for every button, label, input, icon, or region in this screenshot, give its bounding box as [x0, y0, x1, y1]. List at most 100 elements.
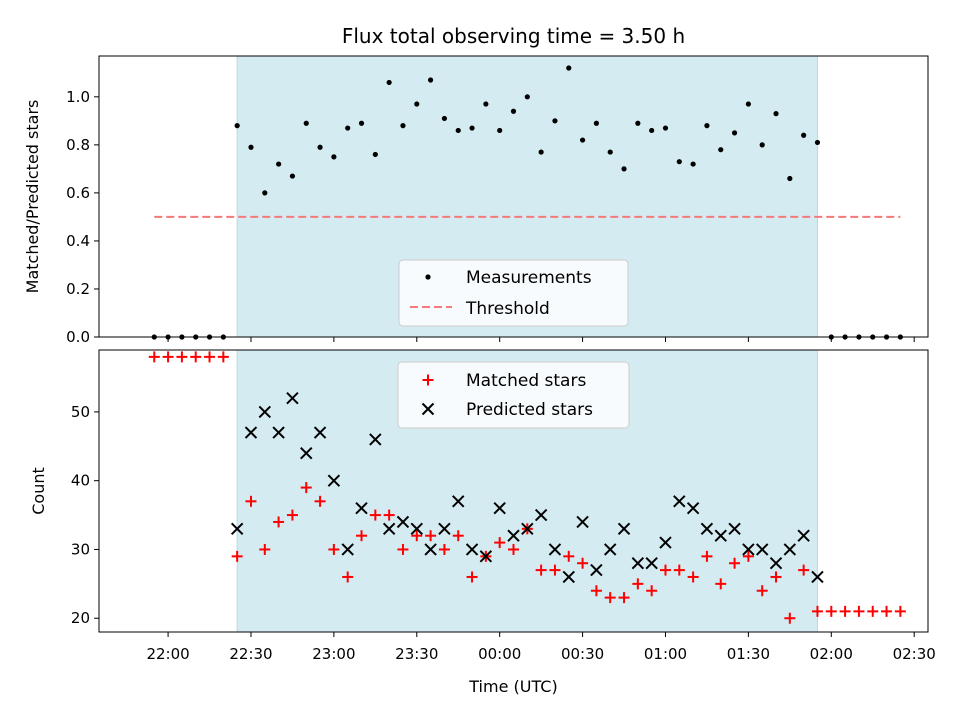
- count-panel: 20 30 40 50 22:00 22:30 23:00 23:30 00:00 00:30 0…: [29, 349, 936, 696]
- matched-star-point: [259, 543, 271, 555]
- measurement-point: [455, 127, 461, 134]
- predicted-star-point: [576, 515, 589, 529]
- time-x-tick-label: 02:00: [810, 645, 853, 663]
- predicted-star-point: [369, 433, 382, 446]
- predicted-star-point: [783, 543, 797, 556]
- matched-star-point: [825, 605, 837, 617]
- matched-star-point: [604, 592, 616, 604]
- measurement-point: [317, 144, 323, 150]
- predicted-star-point: [811, 570, 824, 584]
- count-y-tick-label: 30: [71, 540, 90, 558]
- count-y-axis-label: Count: [29, 467, 48, 515]
- count-y-tick-label: 50: [71, 403, 90, 421]
- predicted-star-point: [341, 543, 354, 556]
- measurement-point: [690, 161, 696, 167]
- predicted-star-point: [286, 391, 299, 405]
- measurement-point: [787, 175, 793, 182]
- ratio-y-tick-label: 1.0: [66, 88, 90, 106]
- matched-star-point: [756, 585, 768, 597]
- ratio-panel: 0.0 0.2 0.4 0.6 0.8 1.0 Flux total observing …: [23, 24, 929, 346]
- ratio-panel-frame: [98, 55, 929, 338]
- predicted-star-point: [562, 570, 575, 584]
- time-x-tick-label: 01:00: [644, 645, 687, 663]
- matched-star-point: [494, 537, 506, 549]
- matched-star-point: [853, 605, 865, 617]
- matched-star-point: [701, 550, 713, 562]
- matched-star-point: [659, 564, 671, 576]
- matched-star-point: [742, 550, 754, 562]
- predicted-star-point: [424, 543, 437, 556]
- legend-frame: [398, 259, 629, 327]
- ratio-y-ticks: 0.0 0.2 0.4 0.6 0.8 1.0: [66, 88, 99, 346]
- measurement-point: [234, 123, 240, 129]
- predicted-star-point: [382, 522, 396, 536]
- measurement-point: [400, 123, 406, 129]
- predicted-star-point: [728, 522, 741, 536]
- ratio-y-tick-label: 0.6: [66, 184, 90, 202]
- matched-star-point: [770, 571, 782, 583]
- ratio-legend: Measurements Threshold: [398, 259, 629, 327]
- measurement-point: [303, 120, 309, 126]
- matched-star-point: [618, 592, 630, 604]
- measurement-point: [345, 125, 351, 131]
- measurement-point: [773, 111, 779, 117]
- matched-star-point: [811, 605, 823, 617]
- predicted-star-point: [479, 550, 493, 563]
- time-x-tick-label: 00:00: [478, 645, 521, 663]
- predicted-star-point: [396, 515, 410, 529]
- predicted-star-point: [742, 543, 755, 556]
- ratio-y-axis-label: Matched/Predicted stars: [23, 100, 42, 294]
- measurement-point: [276, 161, 282, 167]
- matched-star-point: [342, 571, 354, 583]
- matched-star-point: [273, 516, 285, 528]
- matched-star-point: [217, 351, 229, 363]
- measurement-point: [801, 132, 807, 138]
- predicted-star-point: [355, 501, 368, 515]
- matched-star-point: [204, 351, 216, 363]
- legend-measurement-marker: [425, 274, 431, 280]
- measurement-point: [289, 173, 296, 179]
- matched-star-point: [148, 351, 160, 363]
- predicted-star-point: [438, 522, 451, 536]
- predicted-star-point: [244, 426, 258, 439]
- matched-star-point: [328, 543, 340, 555]
- measurement-point: [731, 130, 738, 136]
- matched-star-point: [646, 585, 658, 597]
- matched-star-point: [632, 578, 644, 590]
- predicted-star-point: [797, 529, 810, 542]
- ratio-y-tick-label: 0.4: [66, 232, 90, 250]
- matched-star-point: [356, 530, 368, 542]
- measurement-point: [649, 127, 655, 134]
- matched-star-point: [549, 564, 561, 576]
- measurement-point: [662, 125, 669, 131]
- measurement-point: [524, 94, 530, 100]
- legend-predicted-marker: [421, 402, 435, 416]
- matched-star-point: [673, 564, 685, 576]
- predicted-star-point: [313, 426, 327, 439]
- measurement-point: [372, 151, 378, 158]
- matched-star-point: [894, 605, 906, 617]
- matched-star-point: [839, 605, 851, 617]
- matched-star-point: [411, 530, 423, 542]
- time-x-tick-label: 23:00: [312, 645, 355, 663]
- measurement-point: [814, 139, 821, 146]
- matched-star-point: [425, 530, 437, 542]
- matched-star-point: [369, 509, 381, 521]
- predicted-star-point: [604, 543, 617, 556]
- count-points: [148, 351, 906, 624]
- measurement-point: [676, 159, 682, 165]
- measurement-point: [248, 144, 254, 150]
- measurement-point: [441, 115, 448, 122]
- predicted-star-point: [507, 529, 520, 542]
- measurement-point: [469, 125, 475, 131]
- matched-star-point: [563, 550, 575, 562]
- measurement-point: [745, 101, 751, 107]
- predicted-star-point: [645, 557, 658, 570]
- measurement-point: [428, 77, 434, 83]
- measurement-point: [483, 101, 489, 107]
- legend-measurements-label: Measurements: [466, 268, 592, 288]
- time-x-tick-label: 02:30: [893, 645, 936, 663]
- predicted-star-point: [714, 529, 727, 542]
- matched-star-point: [314, 495, 326, 507]
- predicted-star-point: [590, 563, 603, 577]
